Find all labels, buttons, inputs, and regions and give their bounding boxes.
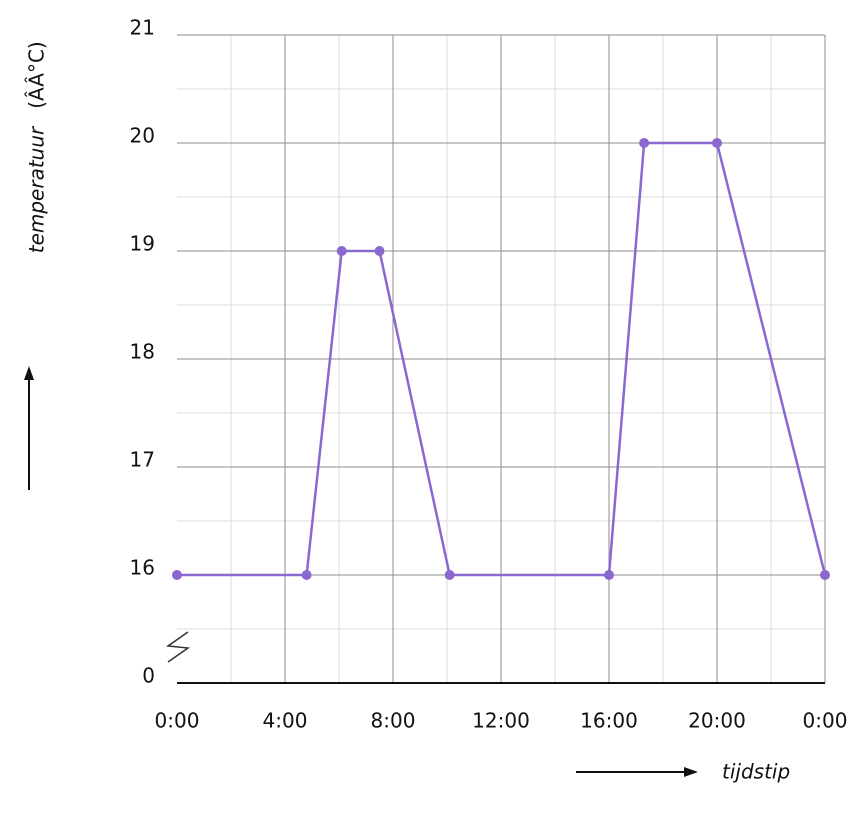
x-tick-label: 0:00 [155, 709, 200, 733]
x-arrowhead [684, 767, 698, 777]
x-tick-label: 4:00 [263, 709, 308, 733]
x-tick-label: 16:00 [580, 709, 638, 733]
y-tick-label: 20 [130, 124, 155, 148]
y-axis-title: temperatuur (ÂÂ°C) [25, 41, 49, 253]
point [374, 246, 385, 256]
x-tick-label: 0:00 [803, 709, 848, 733]
point [712, 138, 722, 148]
y-unit: (ÂÂ°C) [25, 41, 49, 109]
y-tick-label: 19 [130, 232, 155, 256]
y-tick-label: 18 [130, 340, 155, 364]
y-tick-label: 21 [130, 16, 155, 40]
point [336, 246, 347, 256]
x-label: tijdstip [722, 760, 790, 784]
point [604, 570, 614, 580]
point [820, 570, 830, 580]
x-tick-label: 8:00 [371, 709, 416, 733]
y-tick-label: 16 [130, 556, 155, 580]
axis-break [165, 631, 191, 663]
y-arrowhead [24, 366, 34, 380]
point [172, 570, 182, 580]
y-tick-label: 0 [142, 664, 155, 688]
x-tick-label: 20:00 [688, 709, 746, 733]
y-label: temperatuur [25, 125, 49, 253]
y-tick-label: 17 [130, 448, 155, 472]
point [444, 570, 455, 580]
point [301, 570, 312, 580]
point [639, 138, 650, 148]
x-tick-label: 12:00 [472, 709, 530, 733]
